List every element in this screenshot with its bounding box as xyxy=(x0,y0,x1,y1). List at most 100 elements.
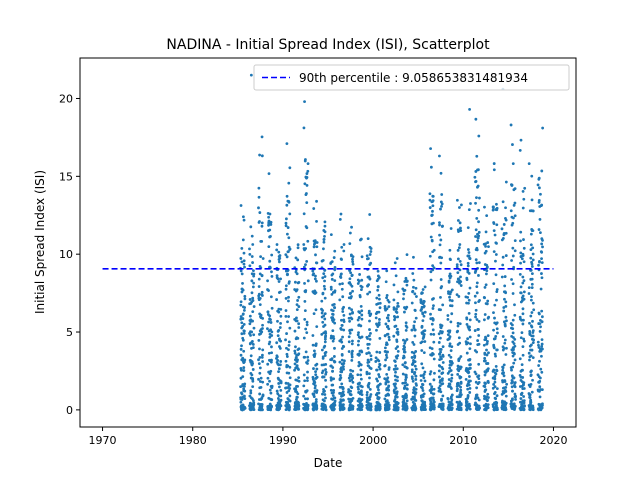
data-point xyxy=(243,406,247,410)
data-point xyxy=(439,390,443,394)
data-point xyxy=(279,389,283,392)
data-point xyxy=(377,293,381,297)
data-point xyxy=(305,389,309,393)
data-point xyxy=(240,272,244,276)
data-point xyxy=(323,296,327,300)
data-point xyxy=(413,371,417,374)
data-point xyxy=(251,368,255,371)
data-point xyxy=(412,324,416,328)
data-point xyxy=(501,255,505,259)
data-point xyxy=(519,261,522,265)
data-point xyxy=(239,400,243,404)
data-point xyxy=(305,376,309,380)
data-point xyxy=(530,198,534,202)
data-point xyxy=(260,274,264,278)
data-point xyxy=(288,399,292,403)
data-point xyxy=(322,247,325,251)
data-point xyxy=(431,352,435,356)
x-tick-label: 2020 xyxy=(539,434,567,447)
data-point xyxy=(243,382,247,386)
data-point xyxy=(297,322,301,326)
data-point xyxy=(350,353,354,357)
data-point xyxy=(532,338,536,342)
data-point xyxy=(293,329,297,333)
data-point xyxy=(305,172,309,175)
data-point xyxy=(261,257,265,260)
data-point xyxy=(387,335,391,339)
data-point xyxy=(429,370,433,374)
data-point xyxy=(530,390,534,394)
data-point xyxy=(520,257,524,261)
data-point xyxy=(402,348,406,352)
data-point xyxy=(359,377,363,381)
data-point xyxy=(511,365,515,369)
data-point xyxy=(483,313,487,316)
data-point xyxy=(521,368,524,372)
data-point xyxy=(540,272,543,275)
data-point xyxy=(477,319,481,323)
data-point xyxy=(540,309,544,313)
data-point xyxy=(413,328,417,332)
data-point xyxy=(485,214,489,218)
data-point xyxy=(351,311,354,315)
data-point xyxy=(430,347,434,350)
data-point xyxy=(521,281,525,285)
data-point xyxy=(393,374,397,378)
data-point xyxy=(414,367,418,371)
data-point xyxy=(505,319,508,323)
x-tick-label: 2010 xyxy=(449,434,477,447)
data-point xyxy=(342,362,346,365)
data-point xyxy=(320,311,324,315)
data-point xyxy=(486,403,490,407)
data-point xyxy=(513,352,516,356)
data-point xyxy=(511,380,514,384)
data-point xyxy=(428,192,432,196)
data-point xyxy=(338,217,342,221)
data-point xyxy=(468,286,472,290)
data-point xyxy=(501,399,504,403)
data-point xyxy=(312,408,316,412)
data-point xyxy=(251,399,255,402)
data-point xyxy=(467,292,471,295)
data-point xyxy=(493,377,497,381)
data-point xyxy=(521,312,525,316)
data-point xyxy=(351,396,355,400)
data-point xyxy=(324,378,327,382)
data-point xyxy=(324,368,327,371)
data-point xyxy=(385,372,389,376)
data-point xyxy=(332,302,336,306)
data-point xyxy=(440,398,443,402)
data-point xyxy=(394,274,398,278)
data-point xyxy=(252,272,256,276)
data-point xyxy=(395,390,399,394)
data-point xyxy=(531,408,535,411)
data-point xyxy=(384,280,388,284)
data-point xyxy=(342,398,345,402)
data-point xyxy=(350,284,354,288)
data-point xyxy=(351,339,354,343)
data-point xyxy=(529,232,533,236)
data-point xyxy=(518,272,522,276)
data-point xyxy=(340,353,344,357)
data-point xyxy=(251,385,255,389)
data-point xyxy=(252,408,256,412)
data-point xyxy=(303,281,306,285)
data-point xyxy=(412,278,416,282)
data-point xyxy=(275,274,279,278)
data-point xyxy=(248,314,252,318)
data-point xyxy=(502,306,506,309)
data-point xyxy=(260,290,264,294)
data-point xyxy=(243,394,246,398)
data-point xyxy=(459,390,462,394)
data-point xyxy=(331,313,335,316)
data-point xyxy=(449,349,453,353)
data-point xyxy=(527,162,531,166)
data-point xyxy=(459,229,463,233)
data-point xyxy=(266,382,270,386)
data-point xyxy=(377,365,381,369)
data-point xyxy=(305,192,308,195)
data-point xyxy=(296,358,299,362)
data-point xyxy=(429,391,433,395)
data-point xyxy=(474,315,477,319)
data-point xyxy=(504,304,508,308)
